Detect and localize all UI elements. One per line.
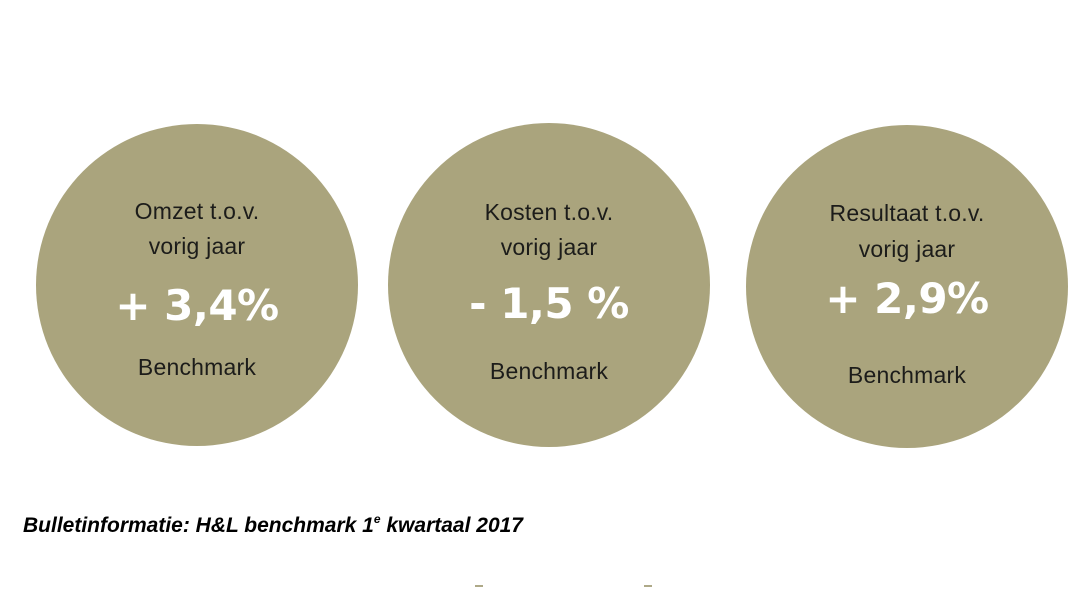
kpi-label-line2: vorig jaar <box>148 233 246 259</box>
kpi-value: + 2,9% <box>825 274 989 323</box>
kpi-circle-resultaat: Resultaat t.o.v. vorig jaar + 2,9% Bench… <box>746 125 1068 448</box>
kpi-value: - 1,5 % <box>469 279 629 328</box>
source-caption: Bulletinformatie: H&L benchmark 1e kwart… <box>23 512 523 538</box>
kpi-label-line1: Omzet t.o.v. <box>134 198 260 224</box>
kpi-footer: Benchmark <box>489 358 609 384</box>
kpi-label-line2: vorig jaar <box>500 234 598 260</box>
kpi-footer: Benchmark <box>847 362 967 388</box>
kpi-circle-omzet: Omzet t.o.v. vorig jaar + 3,4% Benchmark <box>36 124 358 446</box>
kpi-circle-kosten: Kosten t.o.v. vorig jaar - 1,5 % Benchma… <box>388 123 710 447</box>
kpi-label-line2: vorig jaar <box>858 236 956 262</box>
caption-prefix: Bulletinformatie: H&L benchmark 1 <box>23 514 374 537</box>
kpi-footer: Benchmark <box>137 354 257 380</box>
caption-superscript: e <box>373 512 381 526</box>
caption-suffix: kwartaal 2017 <box>380 514 523 537</box>
cropped-shape-fragment <box>644 585 652 587</box>
kpi-label-line1: Kosten t.o.v. <box>484 199 614 225</box>
kpi-label-line1: Resultaat t.o.v. <box>829 200 985 226</box>
kpi-value: + 3,4% <box>115 281 279 330</box>
cropped-shape-fragment <box>475 585 483 587</box>
